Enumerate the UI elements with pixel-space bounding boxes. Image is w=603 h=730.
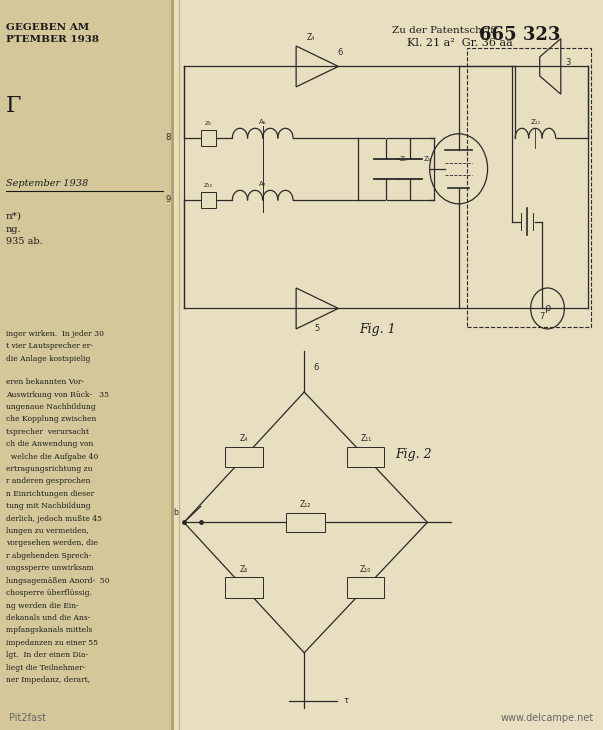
Text: Z₉: Z₉ [423,155,431,161]
Text: ng werden die Ein-: ng werden die Ein- [6,602,79,610]
Text: Z₆: Z₆ [240,565,248,574]
Text: τ: τ [343,696,349,705]
Text: 5: 5 [315,324,320,333]
Text: liegt die Teilnehmer-: liegt die Teilnehmer- [6,664,86,672]
Text: tung mit Nachbildung: tung mit Nachbildung [6,502,90,510]
Text: eren bekannten Vor-: eren bekannten Vor- [6,378,84,386]
Text: chosperre überflüssig.: chosperre überflüssig. [6,589,92,597]
Text: tsprecher  verursacht: tsprecher verursacht [6,428,89,436]
Text: Zu der Patentschrift: Zu der Patentschrift [392,26,498,34]
Text: 6: 6 [314,364,318,372]
Text: n*): n*) [6,212,22,220]
Text: Z₄: Z₄ [240,434,248,443]
Text: 9: 9 [165,196,171,204]
Text: Fig. 1: Fig. 1 [359,323,396,337]
Text: 665 323: 665 323 [479,26,561,44]
Text: Z₁₂: Z₁₂ [300,500,311,510]
Bar [0,0,172,730]
Text: 8: 8 [165,134,171,142]
Text: 7: 7 [540,312,545,321]
Bar [347,447,385,467]
Bar [467,48,591,327]
Text: 3: 3 [566,58,571,67]
Bar [226,577,263,598]
Text: Z₄: Z₄ [307,33,315,42]
Text: ungenaue Nachbildung: ungenaue Nachbildung [6,403,96,411]
Text: Fig. 2: Fig. 2 [395,447,431,461]
Text: vorgesehen werden, die: vorgesehen werden, die [6,539,98,548]
Text: t vier Lautsprecher er-: t vier Lautsprecher er- [6,342,93,350]
Bar [226,447,263,467]
Text: impedanzen zu einer 55: impedanzen zu einer 55 [6,639,98,647]
Text: www.delcampe.net: www.delcampe.net [500,712,594,723]
Text: September 1938: September 1938 [6,179,88,188]
Text: Γ: Γ [6,95,21,117]
Text: Z₈: Z₈ [205,121,212,126]
Text: n Einrichtungen dieser: n Einrichtungen dieser [6,490,94,498]
Text: dekanals und die Ans-: dekanals und die Ans- [6,614,90,622]
Text: r anderen gesprochen: r anderen gesprochen [6,477,90,485]
Text: inger wirken.  In jeder 30: inger wirken. In jeder 30 [6,330,104,338]
Bar [201,130,216,146]
Text: ng.: ng. [6,225,22,234]
Text: Z₁₀: Z₁₀ [360,565,371,574]
Text: 935 ab.: 935 ab. [6,237,43,246]
Text: lungsagemäßen Anord-  50: lungsagemäßen Anord- 50 [6,577,110,585]
Text: Pit2fast: Pit2fast [9,712,46,723]
Text: b: b [173,507,178,517]
Bar [286,513,325,532]
Text: Kl. 21 a²  Gr. 36 aa: Kl. 21 a² Gr. 36 aa [407,38,513,48]
Text: A₇: A₇ [259,181,267,187]
Text: ungssperre unwirksam: ungssperre unwirksam [6,564,94,572]
Text: ner Impedanz, derart,: ner Impedanz, derart, [6,676,90,684]
Text: die Anlage kostspielig: die Anlage kostspielig [6,355,90,363]
Text: welche die Aufgabe 40: welche die Aufgabe 40 [6,453,98,461]
Text: Z₁₁: Z₁₁ [360,434,371,443]
Text: che Kopplung zwischen: che Kopplung zwischen [6,415,96,423]
Text: 6: 6 [338,48,343,57]
Text: r abgehenden Sprech-: r abgehenden Sprech- [6,552,92,560]
Text: mpfangskanals mittels: mpfangskanals mittels [6,626,92,634]
Bar [201,192,216,208]
Text: PTEMBER 1938: PTEMBER 1938 [6,35,99,44]
Text: Auswirkung von Rück-   35: Auswirkung von Rück- 35 [6,391,109,399]
Text: lungen zu vermeiden,: lungen zu vermeiden, [6,527,89,535]
Text: ρ: ρ [545,304,551,313]
Text: derlich, jedoch mußte 45: derlich, jedoch mußte 45 [6,515,102,523]
Text: ch die Anwendung von: ch die Anwendung von [6,440,93,448]
Text: A₆: A₆ [259,119,267,125]
Text: lgt.  In der einen Dia-: lgt. In der einen Dia- [6,651,88,659]
Text: GEGEBEN AM: GEGEBEN AM [6,23,89,32]
Text: ertragungsrichtung zu: ertragungsrichtung zu [6,465,92,473]
Text: Z₈: Z₈ [399,155,407,161]
Text: Z₁₀: Z₁₀ [204,183,213,188]
Bar [347,577,385,598]
Text: Z₁₁: Z₁₁ [530,119,541,125]
